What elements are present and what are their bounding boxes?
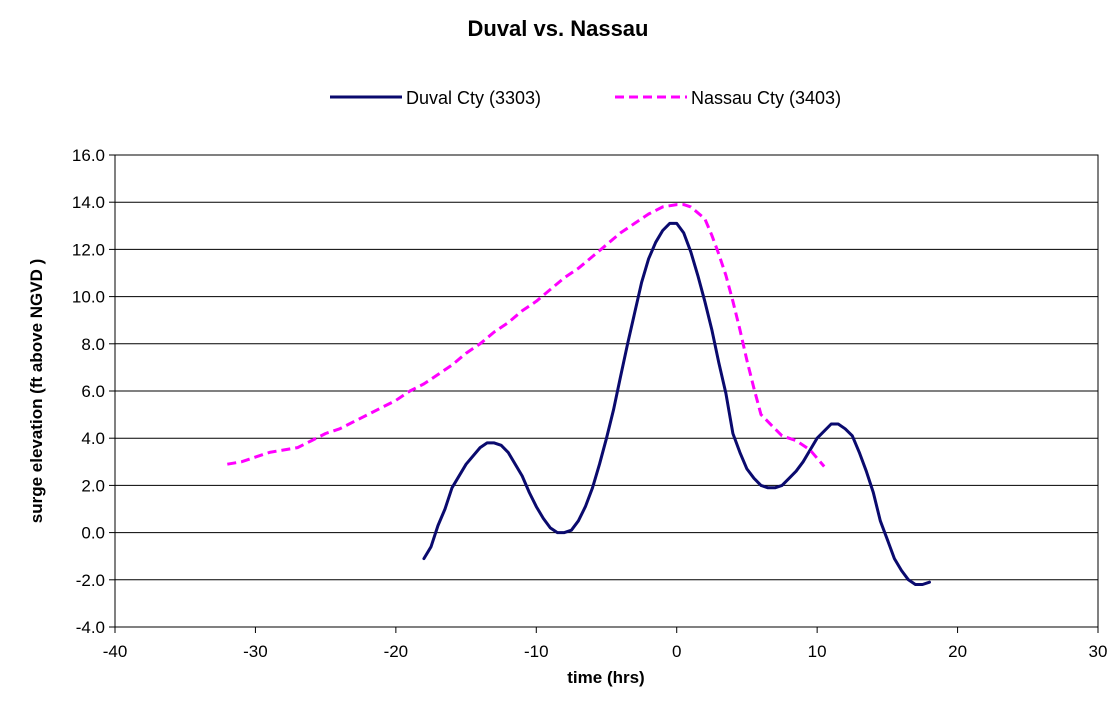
legend-label-nassau: Nassau Cty (3403)	[691, 88, 841, 108]
y-tick-label: 12.0	[72, 240, 105, 259]
series-line-duval	[422, 221, 931, 586]
y-tick-label: 10.0	[72, 288, 105, 307]
legend-label-duval: Duval Cty (3303)	[406, 88, 541, 108]
x-tick-label: 20	[948, 642, 967, 661]
series-layer	[227, 203, 931, 586]
x-tick-label: 30	[1089, 642, 1108, 661]
y-tick-label: 14.0	[72, 193, 105, 212]
series-line-nassau	[227, 203, 826, 468]
x-tick-label: -10	[524, 642, 549, 661]
x-axis: -40 -30 -20 -10 0 10 20 30	[103, 627, 1108, 661]
y-axis-title: surge elevation (ft above NGVD )	[27, 259, 46, 524]
x-tick-label: -20	[384, 642, 409, 661]
y-tick-label: 4.0	[81, 429, 105, 448]
x-tick-label: 0	[672, 642, 681, 661]
legend: Duval Cty (3303) Nassau Cty (3403)	[330, 88, 841, 108]
gridlines	[115, 154, 1098, 628]
y-tick-label: 6.0	[81, 382, 105, 401]
y-tick-label: 2.0	[81, 476, 105, 495]
y-tick-label: 8.0	[81, 335, 105, 354]
y-tick-label: 0.0	[81, 524, 105, 543]
y-tick-label: -2.0	[76, 571, 105, 590]
chart-title: Duval vs. Nassau	[468, 16, 649, 41]
y-axis: -4.0 -2.0 0.0 2.0 4.0 6.0 8.0 10.0 12.0 14.0 16.0	[72, 146, 115, 637]
x-tick-label: 10	[808, 642, 827, 661]
x-tick-label: -30	[243, 642, 268, 661]
y-tick-label: 16.0	[72, 146, 105, 165]
x-tick-label: -40	[103, 642, 128, 661]
y-tick-label: -4.0	[76, 618, 105, 637]
x-axis-title: time (hrs)	[567, 668, 644, 687]
